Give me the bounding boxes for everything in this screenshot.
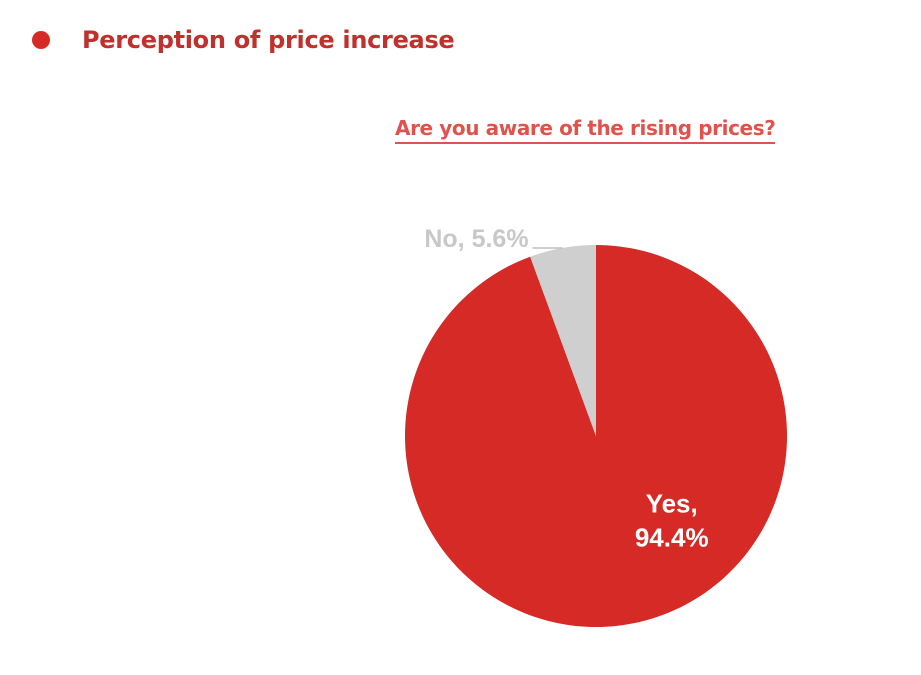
pie-slice-no bbox=[530, 245, 596, 436]
bullet-dot-icon bbox=[32, 31, 50, 49]
section-title: Perception of price increase bbox=[82, 26, 455, 54]
pie-label-yes: Yes, 94.4% bbox=[635, 489, 709, 553]
chart-title: Are you aware of the rising prices? bbox=[395, 116, 776, 144]
pie-label-no: No, 5.6% bbox=[424, 225, 528, 253]
section-heading: Perception of price increase bbox=[32, 26, 455, 54]
pie-slice-yes bbox=[405, 245, 788, 627]
